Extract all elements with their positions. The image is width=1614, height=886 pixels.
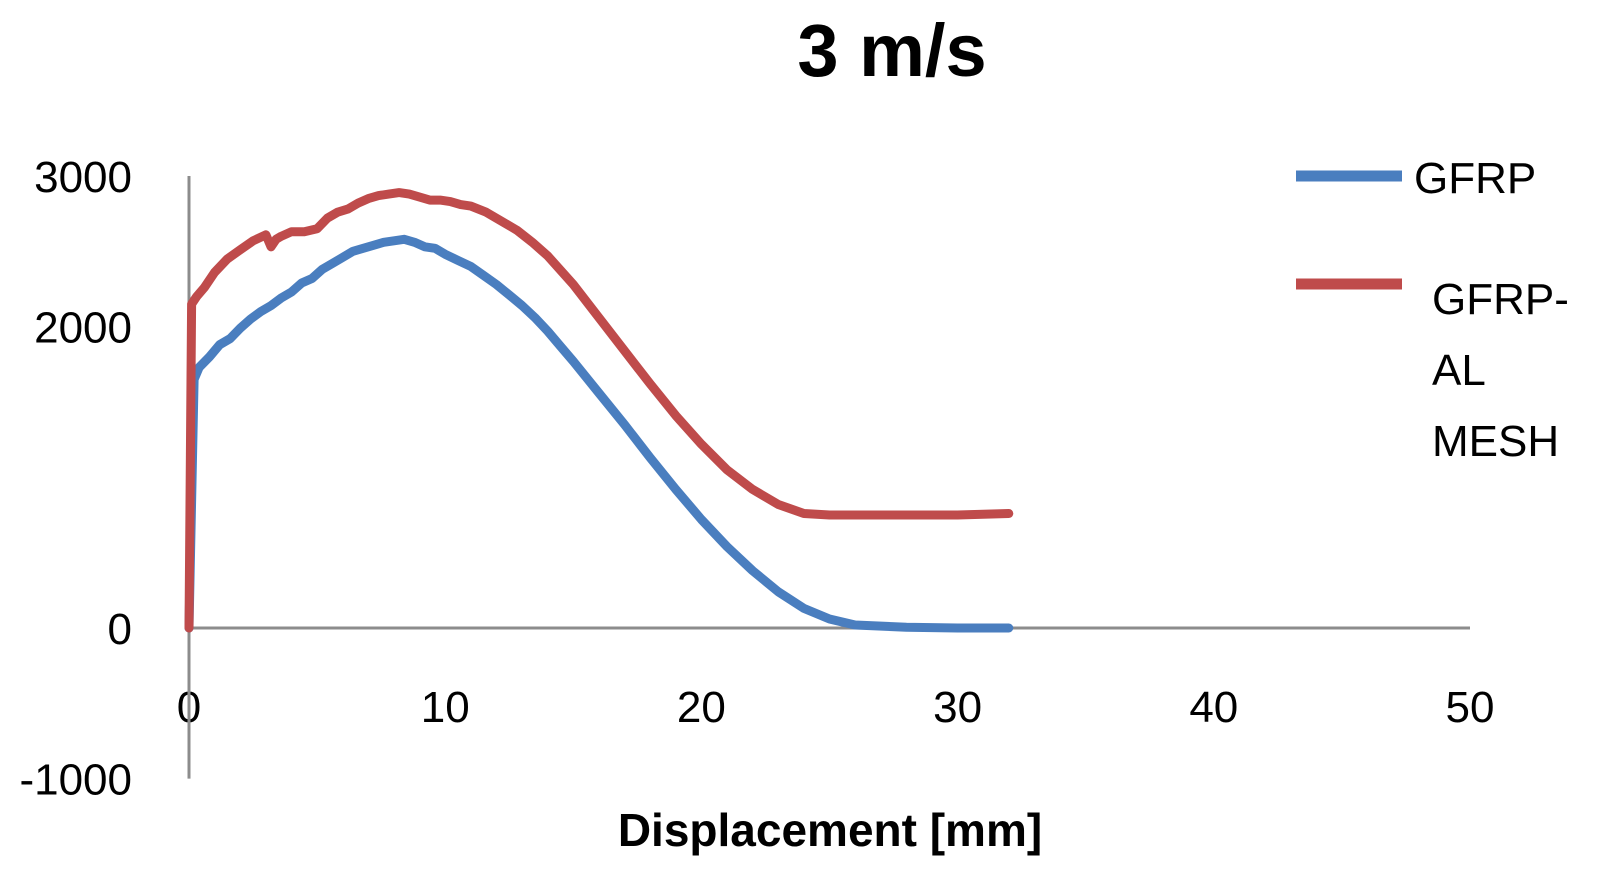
x-tick-label: 30 (933, 683, 982, 732)
x-tick-label: 10 (421, 683, 470, 732)
series-group (184, 188, 1014, 633)
y-tick-labels: 3000 2000 0 -1000 (19, 153, 132, 805)
x-tick-label: 50 (1446, 683, 1495, 732)
series-line-gfrp (184, 234, 1014, 633)
y-tick-label: 2000 (34, 304, 132, 353)
legend-label-gfrp: GFRP (1414, 154, 1536, 203)
y-tick-label: -1000 (19, 756, 132, 805)
y-tick-label: 3000 (34, 153, 132, 202)
x-tick-label: 20 (677, 683, 726, 732)
x-tick-label: 40 (1189, 683, 1238, 732)
x-tick-labels: 0 10 20 30 40 50 (177, 683, 1495, 732)
y-tick-label: 0 (108, 605, 132, 654)
series-line-gfrp-al-mesh (184, 188, 1014, 633)
legend: GFRP GFRP-AL MESH (1296, 154, 1569, 466)
x-axis-label: Displacement [mm] (618, 804, 1042, 856)
legend-label-gfrp-al-mesh: GFRP-AL MESH (1432, 275, 1569, 466)
chart-title: 3 m/s (797, 9, 986, 92)
